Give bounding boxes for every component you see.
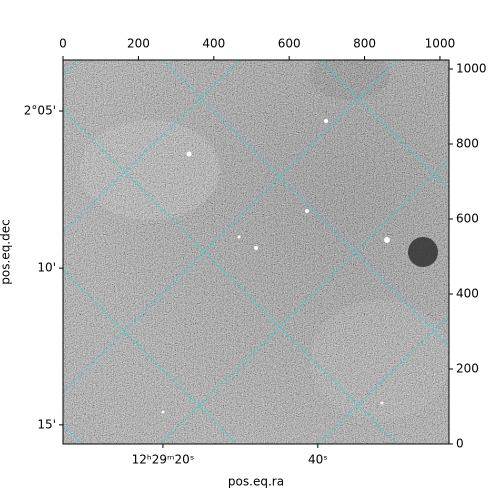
x-tick-label: 200	[127, 37, 150, 51]
x-tick-label: 800	[353, 37, 376, 51]
y-tick-label: 1000	[456, 62, 487, 76]
coordinate-grid	[63, 60, 449, 444]
dec-tick-label: 10'	[37, 261, 56, 275]
sky-image	[63, 60, 449, 444]
y-tick-label: 400	[456, 287, 479, 301]
y-tick-label: 0	[456, 437, 464, 451]
ra-tick-label: 40ˢ	[308, 453, 328, 467]
x-tick-label: 0	[59, 37, 67, 51]
y-tick-label: 800	[456, 137, 479, 151]
x-tick-label: 1000	[425, 37, 456, 51]
dec-tick-label: 2°05'	[24, 104, 56, 118]
y-tick-label: 200	[456, 362, 479, 376]
y-axis-label: pos.eq.dec	[0, 219, 13, 284]
y-tick-label: 600	[456, 212, 479, 226]
dec-tick-label: 15'	[37, 417, 56, 431]
plot-frame	[62, 59, 450, 445]
ra-tick-label: 12ʰ29ᵐ20ˢ	[132, 453, 195, 467]
x-tick-label: 400	[202, 37, 225, 51]
x-axis-label: pos.eq.ra	[228, 475, 284, 489]
x-tick-label: 600	[278, 37, 301, 51]
